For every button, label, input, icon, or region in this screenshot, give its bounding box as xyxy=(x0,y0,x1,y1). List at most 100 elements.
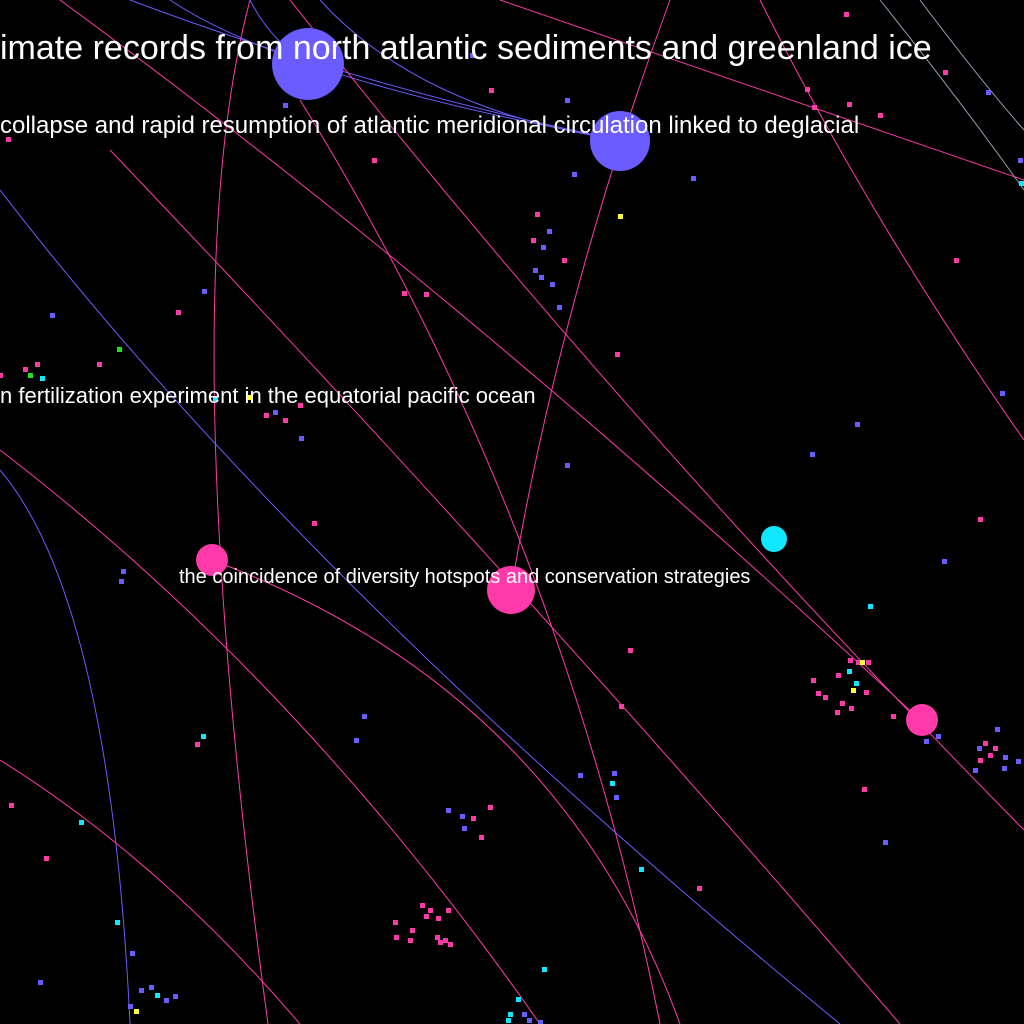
paper-dot[interactable] xyxy=(977,746,982,751)
paper-dot[interactable] xyxy=(527,1018,532,1023)
paper-dot[interactable] xyxy=(201,734,206,739)
paper-dot[interactable] xyxy=(470,53,475,58)
paper-dot[interactable] xyxy=(936,734,941,739)
paper-dot[interactable] xyxy=(522,1012,527,1017)
paper-node-large[interactable] xyxy=(590,111,650,171)
paper-dot[interactable] xyxy=(847,669,852,674)
paper-dot[interactable] xyxy=(436,916,441,921)
paper-dot[interactable] xyxy=(128,1004,133,1009)
paper-dot[interactable] xyxy=(471,816,476,821)
paper-dot[interactable] xyxy=(164,998,169,1003)
node-layer[interactable] xyxy=(196,28,938,736)
paper-dot[interactable] xyxy=(883,840,888,845)
paper-dot[interactable] xyxy=(691,176,696,181)
paper-dot[interactable] xyxy=(811,678,816,683)
paper-dot[interactable] xyxy=(283,103,288,108)
paper-dot[interactable] xyxy=(639,867,644,872)
paper-dot[interactable] xyxy=(538,1020,543,1024)
paper-dot[interactable] xyxy=(862,787,867,792)
paper-dot[interactable] xyxy=(1000,391,1005,396)
paper-dot[interactable] xyxy=(40,376,45,381)
paper-dot[interactable] xyxy=(115,920,120,925)
paper-dot[interactable] xyxy=(362,714,367,719)
paper-dot[interactable] xyxy=(121,569,126,574)
paper-dot[interactable] xyxy=(878,113,883,118)
paper-dot[interactable] xyxy=(354,738,359,743)
paper-dot[interactable] xyxy=(535,212,540,217)
paper-dot[interactable] xyxy=(173,994,178,999)
paper-dot[interactable] xyxy=(565,98,570,103)
paper-dot[interactable] xyxy=(372,158,377,163)
paper-dot[interactable] xyxy=(550,282,555,287)
paper-dot[interactable] xyxy=(810,452,815,457)
paper-dot[interactable] xyxy=(23,367,28,372)
paper-dot[interactable] xyxy=(424,914,429,919)
paper-dot[interactable] xyxy=(557,305,562,310)
paper-dot[interactable] xyxy=(978,758,983,763)
paper-dot[interactable] xyxy=(420,903,425,908)
paper-dot[interactable] xyxy=(489,88,494,93)
paper-node[interactable] xyxy=(487,566,535,614)
paper-dot[interactable] xyxy=(424,292,429,297)
paper-dot[interactable] xyxy=(117,347,122,352)
paper-dot[interactable] xyxy=(410,928,415,933)
paper-dot[interactable] xyxy=(868,604,873,609)
paper-dot[interactable] xyxy=(943,70,948,75)
paper-dot[interactable] xyxy=(0,373,3,378)
paper-dot[interactable] xyxy=(264,413,269,418)
paper-dot[interactable] xyxy=(973,768,978,773)
paper-node[interactable] xyxy=(196,544,228,576)
node-label[interactable]: collapse and rapid resumption of atlanti… xyxy=(0,112,860,139)
paper-dot[interactable] xyxy=(891,714,896,719)
paper-dot[interactable] xyxy=(446,908,451,913)
paper-dot[interactable] xyxy=(612,771,617,776)
paper-dot[interactable] xyxy=(130,951,135,956)
paper-dot[interactable] xyxy=(394,935,399,940)
paper-dot[interactable] xyxy=(619,704,624,709)
node-label[interactable]: n fertilization experiment in the equato… xyxy=(0,383,536,408)
paper-dot[interactable] xyxy=(993,746,998,751)
paper-dot[interactable] xyxy=(628,648,633,653)
paper-dot[interactable] xyxy=(854,681,859,686)
paper-dot[interactable] xyxy=(299,436,304,441)
paper-dot[interactable] xyxy=(488,805,493,810)
paper-dot[interactable] xyxy=(840,701,845,706)
paper-dot[interactable] xyxy=(44,856,49,861)
paper-dot[interactable] xyxy=(1003,755,1008,760)
paper-dot[interactable] xyxy=(516,997,521,1002)
paper-dot[interactable] xyxy=(1019,181,1024,186)
paper-dot[interactable] xyxy=(542,967,547,972)
paper-dot[interactable] xyxy=(6,137,11,142)
paper-dot[interactable] xyxy=(438,940,443,945)
paper-dot[interactable] xyxy=(443,938,448,943)
paper-dot[interactable] xyxy=(823,695,828,700)
paper-dot[interactable] xyxy=(541,245,546,250)
paper-dot[interactable] xyxy=(448,942,453,947)
paper-dot[interactable] xyxy=(844,12,849,17)
node-label[interactable]: imate records from north atlantic sedime… xyxy=(0,29,932,67)
paper-dot[interactable] xyxy=(615,352,620,357)
paper-dot[interactable] xyxy=(506,1018,511,1023)
paper-dot[interactable] xyxy=(462,826,467,831)
paper-dot[interactable] xyxy=(816,691,821,696)
paper-dot[interactable] xyxy=(856,660,861,665)
paper-dot[interactable] xyxy=(50,313,55,318)
paper-dot[interactable] xyxy=(195,742,200,747)
paper-dot[interactable] xyxy=(539,275,544,280)
paper-dot[interactable] xyxy=(995,727,1000,732)
paper-dot[interactable] xyxy=(986,90,991,95)
paper-dot[interactable] xyxy=(533,268,538,273)
paper-dot[interactable] xyxy=(855,422,860,427)
paper-dot[interactable] xyxy=(848,658,853,663)
paper-dot[interactable] xyxy=(139,988,144,993)
paper-dot[interactable] xyxy=(849,706,854,711)
paper-dot[interactable] xyxy=(531,238,536,243)
paper-dot[interactable] xyxy=(988,753,993,758)
paper-dot[interactable] xyxy=(446,808,451,813)
paper-dot[interactable] xyxy=(97,362,102,367)
paper-dot[interactable] xyxy=(942,559,947,564)
paper-dot[interactable] xyxy=(149,985,154,990)
paper-dot[interactable] xyxy=(155,993,160,998)
